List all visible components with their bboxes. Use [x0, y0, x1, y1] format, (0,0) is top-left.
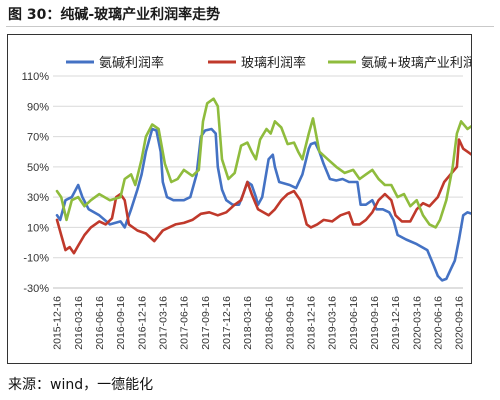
x-tick-label: 2017-03-16 — [157, 296, 169, 350]
y-tick-label: -30% — [23, 283, 49, 295]
y-tick-label: 90% — [27, 101, 49, 113]
x-tick-label: 2017-06-16 — [179, 296, 191, 350]
x-tick-label: 2019-03-16 — [327, 296, 339, 350]
x-tick-label: 2015-12-16 — [52, 296, 64, 350]
x-tick-label: 2016-09-16 — [115, 296, 127, 350]
figure-title: 图 30：纯碱-玻璃产业利润率走势 — [8, 7, 221, 23]
series-line — [55, 97, 471, 229]
x-tick-label: 2020-03-16 — [411, 296, 423, 350]
x-tick-label: 2018-12-16 — [306, 296, 318, 350]
x-tick-label: 2018-03-16 — [242, 296, 254, 350]
legend-label: 氨碱+玻璃产业利润率 — [361, 55, 471, 71]
x-tick-label: 2016-12-16 — [136, 296, 148, 350]
x-tick-label: 2018-06-16 — [263, 296, 275, 350]
line-chart: -30% -10% 10% 30% 50% 70% 90% 110% 2015-12-16 201… — [22, 55, 471, 350]
series-line — [55, 127, 471, 282]
legend-label: 氨碱利润率 — [99, 55, 164, 71]
x-tick-label: 2017-09-16 — [200, 296, 212, 350]
x-tick-label: 2016-06-16 — [94, 296, 106, 350]
x-tick-label: 2019-12-16 — [390, 296, 402, 350]
x-tick-label: 2017-12-16 — [221, 296, 233, 350]
y-tick-label: 110% — [22, 71, 50, 83]
y-tick-label: 70% — [27, 132, 49, 144]
source-note: 来源：wind，一德能化 — [8, 377, 154, 393]
x-tick-label: 2020-09-16 — [454, 296, 466, 350]
y-tick-label: -10% — [23, 253, 49, 265]
y-tick-label: 10% — [27, 222, 49, 234]
title-divider — [6, 26, 494, 27]
x-tick-label: 2016-03-16 — [73, 296, 85, 350]
x-tick-label: 2019-09-16 — [369, 296, 381, 350]
x-tick-label: 2018-09-16 — [284, 296, 296, 350]
y-tick-label: 50% — [27, 162, 49, 174]
x-tick-label: 2020-06-16 — [433, 296, 445, 350]
legend-label: 玻璃利润率 — [241, 55, 306, 71]
y-tick-label: 30% — [27, 192, 49, 204]
chart-container: -30% -10% 10% 30% 50% 70% 90% 110% 2015-12-16 201… — [7, 34, 472, 364]
x-tick-label: 2019-06-16 — [348, 296, 360, 350]
series-line — [55, 138, 471, 255]
